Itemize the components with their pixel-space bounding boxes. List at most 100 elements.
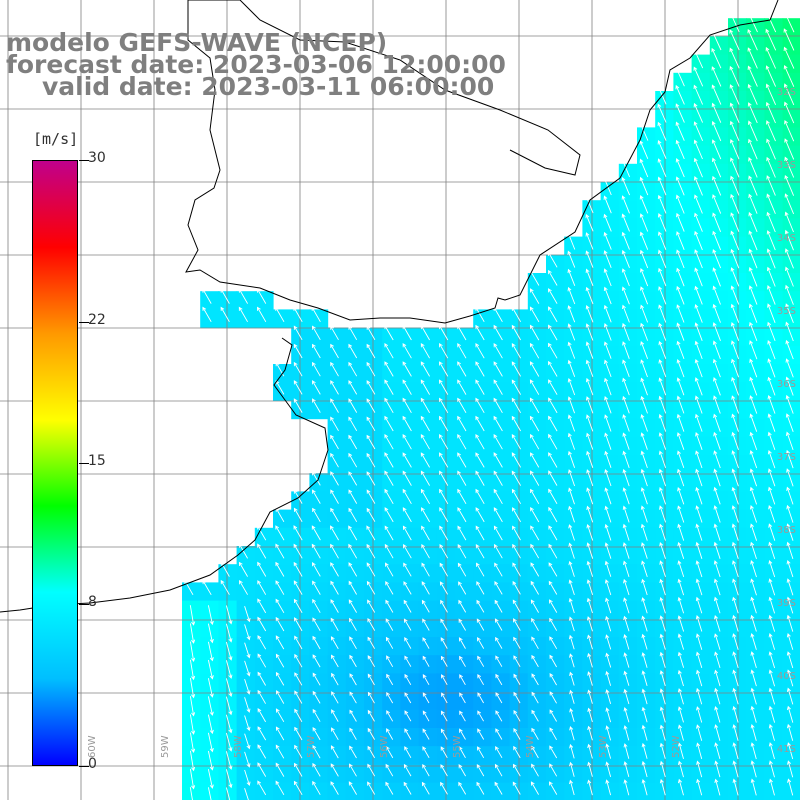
wind-arrow <box>511 306 521 323</box>
wind-arrow <box>475 543 485 559</box>
wind-arrow <box>311 306 321 323</box>
wind-arrow <box>711 157 722 178</box>
wind-arrow <box>384 361 394 377</box>
wind-arrow <box>493 452 503 468</box>
wind-arrow <box>641 760 648 778</box>
wind-arrow <box>730 303 740 323</box>
wind-arrow <box>784 248 794 269</box>
colorbar-tick-label: 30 <box>88 150 106 166</box>
wind-arrow <box>729 120 740 142</box>
wind-arrow <box>330 562 339 577</box>
wind-arrow <box>312 744 321 759</box>
wind-arrow <box>695 541 703 559</box>
wind-arrow <box>693 84 704 105</box>
wind-arrow <box>439 415 449 432</box>
wind-arrow <box>548 324 558 341</box>
wind-arrow <box>732 651 739 669</box>
wind-arrow <box>330 763 339 777</box>
wind-arrow <box>293 380 303 395</box>
wind-arrow <box>367 745 375 759</box>
wind-arrow <box>567 305 576 323</box>
wind-arrow <box>529 379 540 395</box>
wind-arrow <box>605 707 612 723</box>
wind-arrow <box>786 449 794 469</box>
wind-cell <box>309 782 329 800</box>
wind-arrow <box>312 561 321 577</box>
wind-arrow <box>457 415 467 432</box>
wind-arrow <box>604 432 612 450</box>
latitude-label: 40S <box>776 671 796 682</box>
wind-arrow <box>493 397 503 414</box>
wind-arrow <box>784 174 795 196</box>
colorbar-tick-mark <box>79 604 89 606</box>
wind-arrow <box>239 579 248 595</box>
wind-arrow <box>641 670 648 687</box>
wind-arrow <box>330 452 339 468</box>
wind-arrow <box>421 599 430 613</box>
wind-arrow <box>714 742 721 760</box>
wind-arrow <box>457 452 467 468</box>
wind-arrow <box>677 523 685 541</box>
wind-arrow <box>713 413 721 432</box>
wind-arrow <box>493 342 503 359</box>
wind-arrow <box>348 325 358 341</box>
wind-arrow <box>529 324 540 341</box>
wind-arrow <box>621 231 630 250</box>
wind-arrow <box>622 395 630 414</box>
wind-arrow <box>657 194 667 214</box>
wind-arrow <box>421 562 430 577</box>
wind-arrow <box>623 761 630 778</box>
wind-arrow <box>386 673 394 686</box>
wind-arrow <box>530 525 540 541</box>
wind-arrow <box>293 325 303 341</box>
wind-arrow <box>348 562 358 577</box>
wind-arrow <box>766 230 776 251</box>
wind-arrow <box>768 578 776 596</box>
wind-arrow <box>421 525 430 541</box>
wind-arrow <box>785 321 794 342</box>
wind-arrow <box>275 744 285 759</box>
wind-arrow <box>457 361 467 377</box>
wind-arrow <box>384 507 394 523</box>
wind-arrow <box>330 343 339 359</box>
wind-arrow <box>384 470 394 486</box>
wind-arrow <box>349 709 357 722</box>
wind-arrow <box>330 636 339 650</box>
wind-arrow <box>367 691 375 704</box>
wind-arrow <box>623 578 630 596</box>
wind-arrow <box>569 761 575 777</box>
wind-arrow <box>189 641 196 663</box>
wind-arrow <box>220 561 230 577</box>
wind-arrow <box>568 524 575 541</box>
wind-arrow <box>767 321 776 342</box>
wind-arrow <box>348 781 357 795</box>
latitude-label: 32S <box>776 87 796 98</box>
wind-arrow <box>749 431 758 451</box>
wind-arrow <box>786 560 794 578</box>
wind-arrow <box>694 377 703 396</box>
wind-arrow <box>730 193 740 214</box>
wind-arrow <box>640 377 648 396</box>
wind-arrow <box>348 380 358 395</box>
wind-arrow <box>675 84 685 105</box>
wind-arrow <box>729 102 740 123</box>
forecast-date: forecast date: 2023-03-06 12:00:00 <box>6 50 506 79</box>
wind-cell <box>473 782 492 800</box>
wind-arrow <box>675 103 685 123</box>
wind-arrow <box>641 652 648 668</box>
wind-arrow <box>385 636 394 649</box>
wind-arrow <box>783 9 795 33</box>
wind-arrow <box>695 560 703 578</box>
wind-arrow <box>548 360 558 377</box>
wind-arrow <box>748 157 758 178</box>
wind-cell <box>491 782 511 800</box>
wind-arrow <box>732 578 739 596</box>
wind-arrow <box>603 268 612 287</box>
wind-arrow <box>785 303 794 323</box>
wind-arrow <box>586 469 594 487</box>
wind-arrow <box>348 343 358 359</box>
wind-arrow <box>659 615 666 632</box>
wind-arrow <box>531 654 539 668</box>
wind-arrow <box>712 212 722 232</box>
